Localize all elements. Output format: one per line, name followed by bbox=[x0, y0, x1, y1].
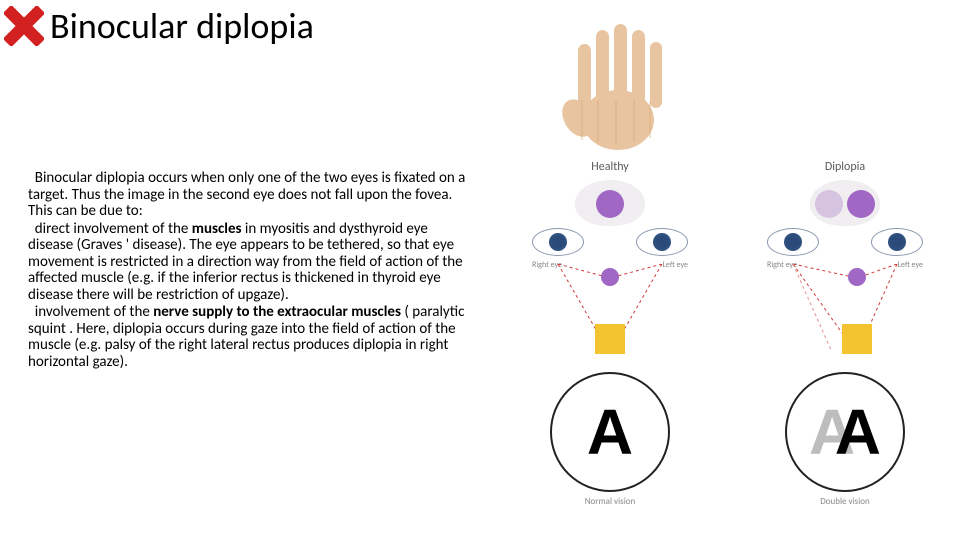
letter-a-double: A bbox=[835, 400, 881, 464]
ghost-object bbox=[815, 190, 843, 218]
fused-object bbox=[596, 190, 624, 218]
cross-icon bbox=[4, 6, 44, 46]
page-title: Binocular diplopia bbox=[50, 4, 314, 48]
right-eye-2 bbox=[767, 228, 819, 256]
nerve-lead: involvement of the bbox=[35, 303, 153, 321]
left-eye-2 bbox=[871, 228, 923, 256]
healthy-rays bbox=[510, 264, 710, 364]
illustration-area: Healthy Right eye Left eye bbox=[500, 10, 950, 530]
left-eye bbox=[636, 228, 688, 256]
right-eye bbox=[532, 228, 584, 256]
diplopia-brain-eyes: Right eye Left eye bbox=[745, 180, 945, 260]
muscles-bold: muscles bbox=[192, 220, 242, 238]
diplopia-column: Diplopia Right eye Left eye bbox=[745, 160, 945, 507]
hand-image bbox=[550, 10, 680, 150]
healthy-mid-object bbox=[601, 268, 619, 286]
letter-a-normal: A bbox=[587, 400, 633, 464]
diplopia-rays bbox=[745, 264, 945, 364]
healthy-brain-eyes: Right eye Left eye bbox=[510, 180, 710, 260]
diplopia-target bbox=[842, 324, 872, 354]
intro-paragraph: Binocular diplopia occurs when only one … bbox=[28, 169, 465, 220]
healthy-label: Healthy bbox=[510, 160, 710, 174]
shifted-object bbox=[847, 190, 875, 218]
diplopia-mid-object bbox=[848, 268, 866, 286]
muscles-lead: direct involvement of the bbox=[35, 220, 192, 238]
normal-vision-circle: A bbox=[550, 372, 670, 492]
nerve-bold: nerve supply to the extraocular muscles bbox=[153, 303, 401, 321]
normal-vision-label: Normal vision bbox=[510, 496, 710, 507]
double-vision-label: Double vision bbox=[745, 496, 945, 507]
double-vision-circle: A A bbox=[785, 372, 905, 492]
healthy-target bbox=[595, 324, 625, 354]
diplopia-label: Diplopia bbox=[745, 160, 945, 174]
healthy-column: Healthy Right eye Left eye bbox=[510, 160, 710, 507]
body-text: Binocular diplopia occurs when only one … bbox=[28, 170, 468, 371]
